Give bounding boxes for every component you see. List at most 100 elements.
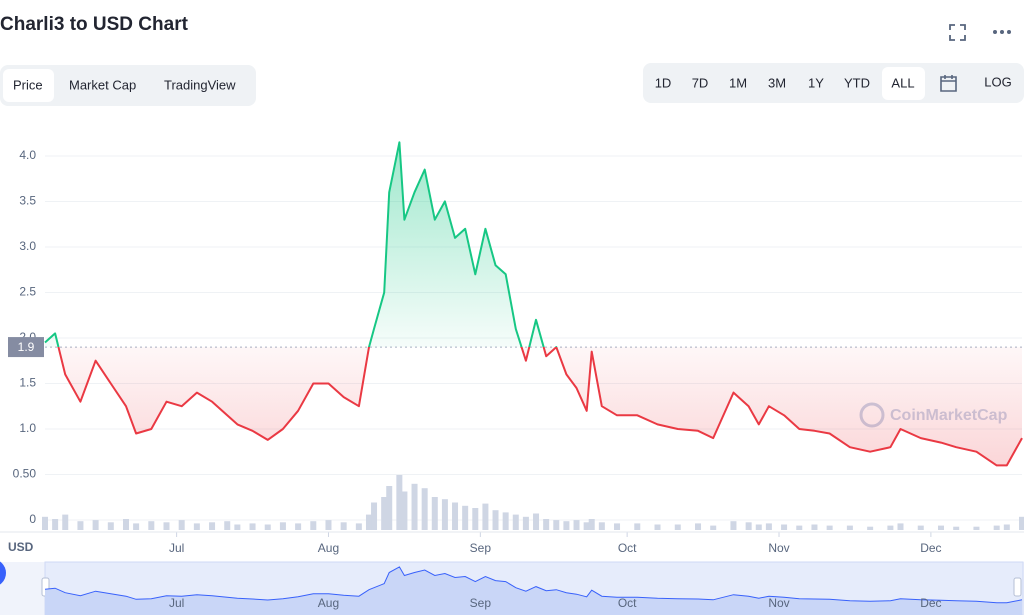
volume-bar [279,522,286,530]
volume-bar [573,520,580,530]
tab[interactable]: TradingView [164,77,236,92]
volume-bar [1003,524,1010,530]
range-button[interactable]: 3M [768,75,786,90]
range-active [882,67,925,100]
volume-bar [502,512,509,530]
navigator-area [45,566,1022,615]
x-tick-label: Oct [618,541,637,555]
navigator-tick-label: Oct [618,596,637,610]
volume-bar [178,520,185,530]
log-button[interactable]: LOG [984,74,1011,89]
volume-bar [462,505,469,530]
range-group [643,63,1024,103]
volume-bar [533,513,540,530]
volume-bar [781,524,788,530]
range-button[interactable]: 1D [655,75,672,90]
volume-bar [867,526,874,530]
volume-bar [452,502,459,530]
tab[interactable]: Market Cap [69,77,136,92]
volume-bar [796,525,803,530]
y-tick-label: 4.0 [19,148,36,162]
volume-bar [224,521,231,530]
navigator-tick-label: Aug [318,596,339,610]
navigator-tick-label: Sep [470,596,492,610]
volume-bar [846,525,853,530]
navigator-tick-label: Jul [169,596,184,610]
volume-bar [52,519,59,530]
volume-bar [340,522,347,530]
x-tick-label: Dec [920,541,941,555]
volume-bar [264,524,271,530]
x-tick-label: Aug [318,541,339,555]
currency-label: USD [8,540,34,554]
volume-bar [588,519,595,530]
volume-bar [563,521,570,530]
volume-bar [386,486,393,530]
volume-bar [897,523,904,530]
navigator-tick-label: Dec [920,596,941,610]
chart-title: Charli3 to USD Chart [0,14,189,35]
volume-bar [583,522,590,530]
volume-bar [674,524,681,530]
volume-bar [973,526,980,530]
more-icon[interactable] [993,30,1011,34]
volume-bar [730,521,737,530]
volume-bar [553,520,560,530]
y-tick-label: 1.0 [19,421,36,435]
scroll-button[interactable] [0,559,6,587]
tab[interactable]: Price [13,77,43,92]
navigator-handle[interactable] [1013,577,1022,597]
range-button[interactable]: 7D [692,75,709,90]
volume-bar [365,514,372,530]
volume-bar [133,523,140,530]
volume-bar [310,521,317,530]
volume-bar [543,519,550,530]
navigator-chart: Jul Aug Sep Oct Nov Dec [44,566,1023,615]
range-button[interactable]: 1Y [808,75,824,90]
navigator-line [44,566,1023,604]
volume-bar [371,502,378,530]
volume-bar [492,510,499,530]
volume-bar [755,524,762,530]
price-area [45,142,1022,466]
volume-bar [745,522,752,530]
volume-bar [441,499,448,530]
volume-bar [482,503,489,530]
volume-bar [401,491,408,530]
volume-bar [107,522,114,530]
volume-bar [421,488,428,530]
volume-bar [122,519,129,530]
volume-bar [381,497,388,530]
y-tick-label: 1.5 [19,376,36,390]
volume-bar [234,524,241,530]
volume-bar [614,523,621,530]
volume-bar [710,525,717,530]
volume-bar [325,520,332,530]
range-button[interactable]: ALL [891,75,914,90]
y-tick-label: 0 [29,512,36,526]
calendar-icon[interactable] [940,75,957,92]
y-tick-label: 3.5 [19,194,36,208]
fullscreen-icon[interactable] [949,24,966,41]
baseline-label-bg [8,337,44,358]
x-tick-label: Sep [470,541,492,555]
volume-bar [887,525,894,530]
volume-bar [598,522,605,530]
volume-bar [295,523,302,530]
volume-bar [654,524,661,530]
y-tick-label: 0.50 [13,467,37,481]
volume-bar [811,524,818,530]
range-button[interactable]: 1M [729,75,747,90]
volume-bar [193,523,200,530]
range-button[interactable]: YTD [844,75,870,90]
volume-bar [42,516,48,530]
volume-bar [1019,516,1024,530]
volume-bar [62,514,69,530]
volume-bar [472,508,479,530]
volume-bar [431,497,438,530]
volume-bar [938,525,945,530]
volume-bar [163,522,170,530]
volume-bar [917,525,924,530]
tab-active [3,69,54,102]
